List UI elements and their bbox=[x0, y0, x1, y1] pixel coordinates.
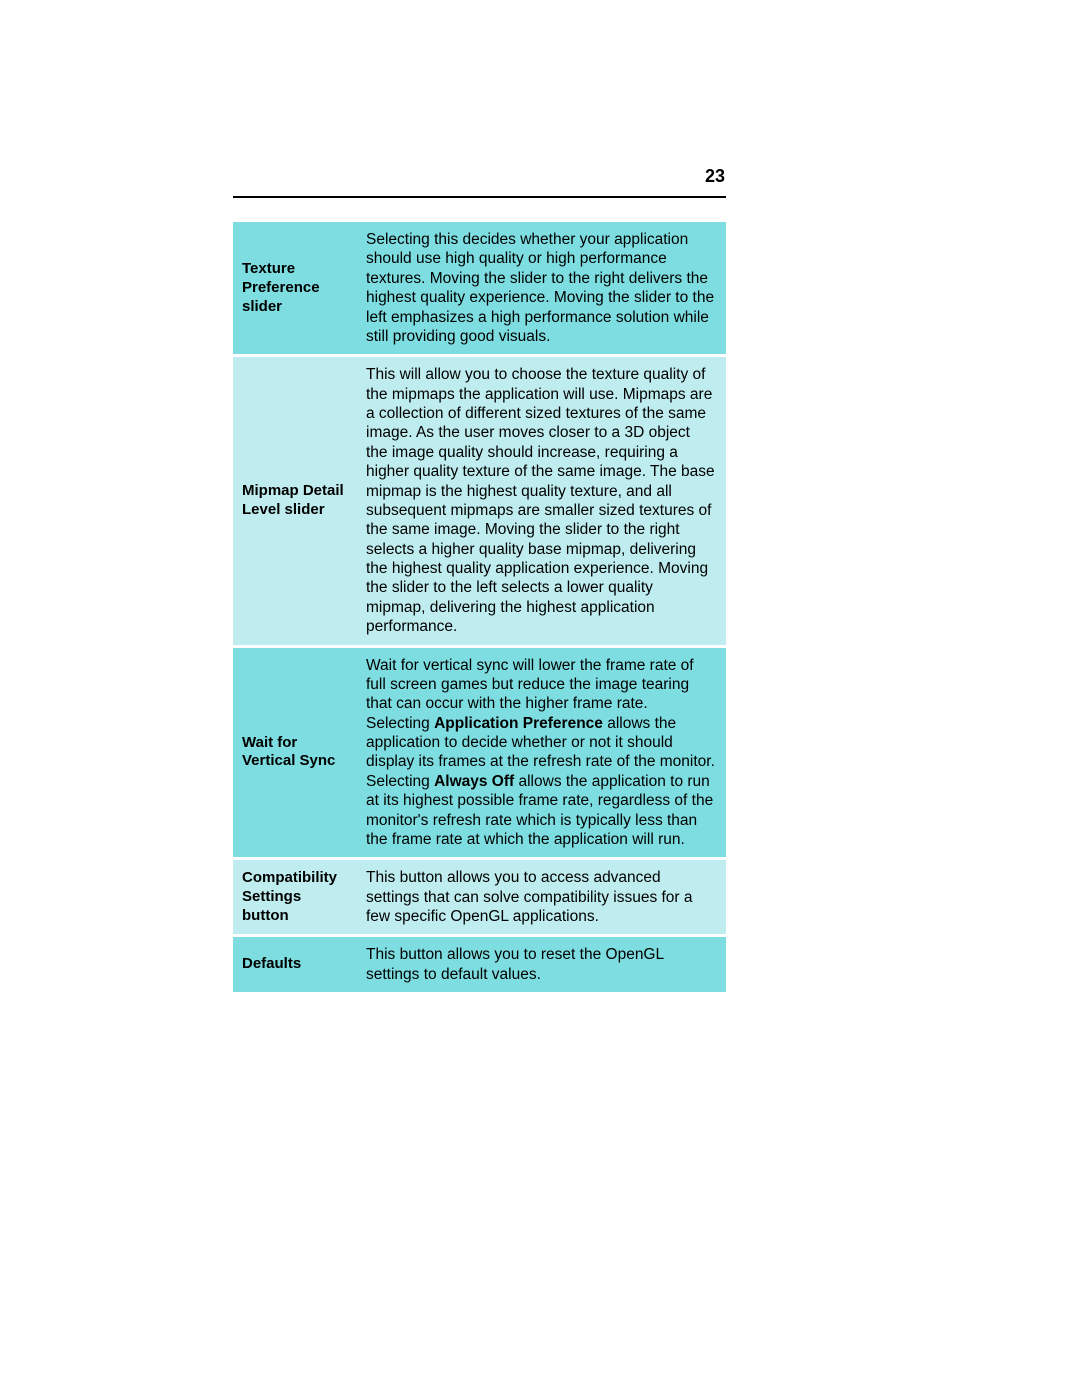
setting-description: Selecting this decides whether your appl… bbox=[359, 222, 726, 354]
page-number: 23 bbox=[705, 166, 725, 187]
table-row: DefaultsThis button allows you to reset … bbox=[233, 937, 726, 992]
table-row: Compatibility Settings buttonThis button… bbox=[233, 860, 726, 934]
setting-label: Defaults bbox=[233, 937, 359, 992]
setting-label: Mipmap Detail Level slider bbox=[233, 357, 359, 644]
setting-label: Wait for Vertical Sync bbox=[233, 648, 359, 858]
settings-table: Texture Preference sliderSelecting this … bbox=[233, 222, 726, 992]
table-row: Mipmap Detail Level sliderThis will allo… bbox=[233, 357, 726, 644]
header-rule bbox=[233, 196, 726, 198]
setting-label: Compatibility Settings button bbox=[233, 860, 359, 934]
setting-description: Wait for vertical sync will lower the fr… bbox=[359, 648, 726, 858]
table-row: Texture Preference sliderSelecting this … bbox=[233, 222, 726, 354]
document-page: 23 Texture Preference sliderSelecting th… bbox=[0, 0, 1080, 1397]
table-row: Wait for Vertical SyncWait for vertical … bbox=[233, 648, 726, 858]
setting-description: This will allow you to choose the textur… bbox=[359, 357, 726, 644]
setting-label: Texture Preference slider bbox=[233, 222, 359, 354]
setting-description: This button allows you to reset the Open… bbox=[359, 937, 726, 992]
setting-description: This button allows you to access advance… bbox=[359, 860, 726, 934]
